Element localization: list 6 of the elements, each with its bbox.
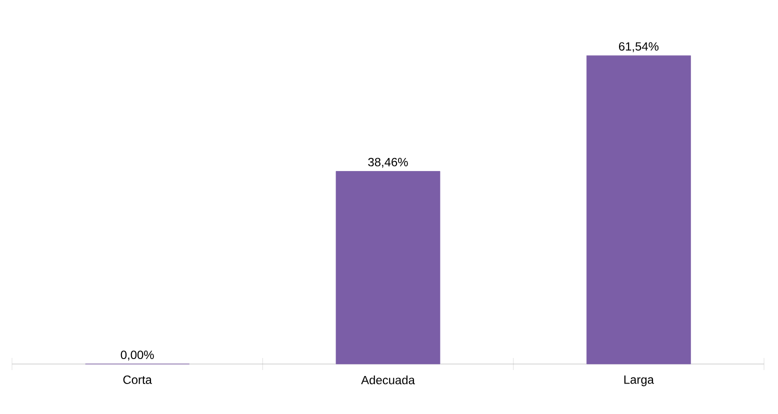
data-label: 0,00%: [120, 350, 154, 360]
data-label: 61,54%: [619, 42, 659, 52]
x-tick-label: Corta: [123, 376, 152, 384]
data-label: 38,46%: [368, 158, 408, 168]
x-tick-label: Adecuada: [361, 376, 415, 384]
x-tick-label: Larga: [624, 376, 654, 386]
